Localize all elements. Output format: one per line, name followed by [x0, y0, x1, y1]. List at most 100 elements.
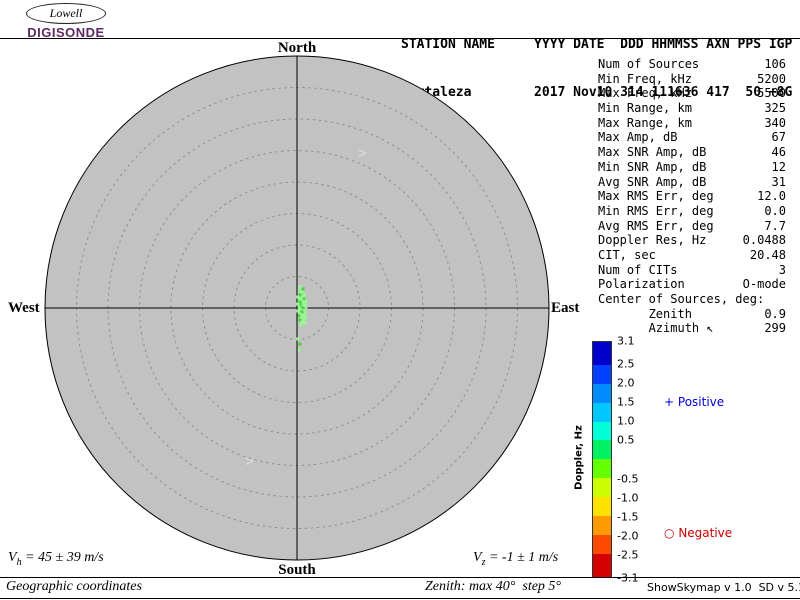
- chevron-mark: >: [358, 144, 367, 162]
- compass-north-label: North: [277, 40, 317, 56]
- parameter-value: 20.48: [749, 247, 786, 262]
- parameter-value: 46: [771, 145, 786, 160]
- source-dot: [302, 308, 306, 312]
- parameter-label: Num of CITs: [598, 262, 678, 277]
- colorbar-segment: [593, 402, 611, 422]
- parameter-row: Avg RMS Err, deg 7.7: [598, 219, 786, 234]
- parameter-list: Num of Sources 106 Min Freq, kHz 5200 Max Fr…: [598, 57, 786, 336]
- parameter-value: 31: [771, 174, 786, 189]
- parameter-value: O-mode: [742, 277, 786, 292]
- header-divider: [0, 38, 800, 39]
- parameter-row: Min Range, km 325: [598, 101, 786, 116]
- colorbar-segment: [593, 497, 611, 517]
- parameter-label: Max SNR Amp, dB: [598, 145, 707, 160]
- parameter-label: Min SNR Amp, dB: [598, 159, 707, 174]
- source-dot: [301, 313, 305, 317]
- vertical-velocity-text: Vz = -1 ± 1 m/s: [473, 550, 558, 568]
- parameter-row: Zenith 0.9: [598, 307, 786, 322]
- parameter-value: 0.0: [764, 203, 786, 218]
- zenith-range-label: Zenith: max 40° step 5°: [425, 579, 562, 594]
- lowell-digisonde-logo: Lowell DIGISONDE: [10, 3, 122, 40]
- source-dot: [296, 302, 300, 306]
- vz-value: = -1 ± 1 m/s: [485, 550, 559, 565]
- horizontal-velocity-text: Vh = 45 ± 39 m/s: [8, 550, 104, 568]
- parameter-row: Max Freq, kHz 5500: [598, 86, 786, 101]
- colorbar-segment: [593, 554, 611, 577]
- vh-symbol: V: [8, 550, 17, 565]
- parameter-row: Avg SNR Amp, dB 31: [598, 175, 786, 190]
- source-dot: [297, 289, 301, 293]
- parameter-label: Max Freq, kHz: [598, 86, 692, 101]
- parameter-row: Min RMS Err, deg 0.0: [598, 204, 786, 219]
- source-dot: [298, 300, 302, 304]
- source-dot: [299, 303, 303, 307]
- colorbar-tick-label: -2.0: [617, 529, 639, 543]
- doppler-colorbar: 3.1 2.5 2.0 1.5 1.0 0.5 -0.5 -1.0 -1.5 -2.0 -2.5 -3…: [592, 335, 638, 585]
- parameter-row: Max RMS Err, deg 12.0: [598, 189, 786, 204]
- source-dot: [300, 299, 304, 303]
- source-dot: [302, 317, 306, 321]
- parameter-label: Azimuth ↖: [598, 321, 714, 336]
- source-dot: [298, 318, 302, 322]
- parameter-row: Num of CITs 3: [598, 263, 786, 278]
- colorbar-tick-labels: 3.1 2.5 2.0 1.5 1.0 0.5 -0.5 -1.0 -1.5 -2.0 -2.5 -3…: [617, 335, 657, 585]
- parameter-label: Min Range, km: [598, 101, 692, 116]
- parameter-label: Center of Sources, deg:: [598, 292, 765, 306]
- lowell-logo-ellipse: Lowell: [26, 3, 106, 24]
- colorbar-segment: [593, 535, 611, 555]
- parameter-label: Max Amp, dB: [598, 130, 678, 145]
- header-column-titles: STATION NAME YYYY DATE DDD HHMMSS AXN PP…: [401, 37, 793, 52]
- source-dot: [297, 305, 301, 309]
- colorbar-tick-label: -3.1: [617, 571, 639, 585]
- colorbar-segment: [593, 383, 611, 403]
- colorbar-tick-label: 2.0: [617, 376, 635, 390]
- parameter-row: Doppler Res, Hz 0.0488: [598, 233, 786, 248]
- source-dot: [296, 295, 300, 299]
- parameter-value: 5200: [757, 71, 786, 86]
- source-dot: [299, 316, 303, 320]
- parameter-label: Avg SNR Amp, dB: [598, 174, 707, 189]
- source-dot: [298, 293, 302, 297]
- parameter-value: 340: [764, 115, 786, 130]
- parameter-label: Max Range, km: [598, 115, 692, 130]
- source-dot: [300, 310, 304, 314]
- parameter-value: 12.0: [757, 189, 786, 204]
- parameter-label: Doppler Res, Hz: [598, 233, 707, 248]
- coordinate-system-label: Geographic coordinates: [6, 579, 142, 594]
- source-dot: [302, 297, 306, 301]
- source-dot: [301, 301, 305, 305]
- parameter-row: Max Amp, dB 67: [598, 130, 786, 145]
- colorbar-tick-label: 1.5: [617, 395, 635, 409]
- app-version-label: ShowSkymap v 1.0 SD v 5.1: [647, 581, 800, 594]
- source-dot: [299, 296, 303, 300]
- legend-negative-label: Negative: [678, 526, 733, 540]
- vh-value: = 45 ± 39 m/s: [21, 550, 104, 565]
- source-dot: [297, 314, 301, 318]
- source-dot: [303, 292, 307, 296]
- parameter-value: 3: [778, 262, 786, 277]
- parameter-value: 67: [771, 130, 786, 145]
- parameter-label: Zenith: [598, 306, 692, 321]
- parameter-row: Min SNR Amp, dB 12: [598, 160, 786, 175]
- parameter-label: Min Freq, kHz: [598, 71, 692, 86]
- parameter-row: Max Range, km 340: [598, 116, 786, 131]
- source-dot: [303, 311, 307, 315]
- colorbar-tick-label: 3.1: [617, 334, 635, 348]
- parameter-value: 5500: [757, 86, 786, 101]
- colorbar-segment: [593, 478, 611, 498]
- parameter-label: Max RMS Err, deg: [598, 189, 714, 204]
- colorbar-axis-title: Doppler, Hz: [573, 425, 585, 490]
- source-dot: [297, 348, 301, 352]
- skymap-plot: >>: [44, 55, 550, 561]
- legend-positive: + Positive: [664, 395, 724, 409]
- vz-subscript: z: [481, 556, 486, 568]
- colorbar-segment: [593, 516, 611, 536]
- parameter-row: CIT, sec 20.48: [598, 248, 786, 263]
- logo-brand-text: Lowell: [49, 6, 83, 20]
- source-dot: [300, 320, 304, 324]
- source-dot: [300, 290, 304, 294]
- source-dot: [303, 321, 307, 325]
- parameter-value: 0.0488: [742, 233, 786, 248]
- source-dot: [296, 309, 300, 313]
- source-dot: [304, 305, 308, 309]
